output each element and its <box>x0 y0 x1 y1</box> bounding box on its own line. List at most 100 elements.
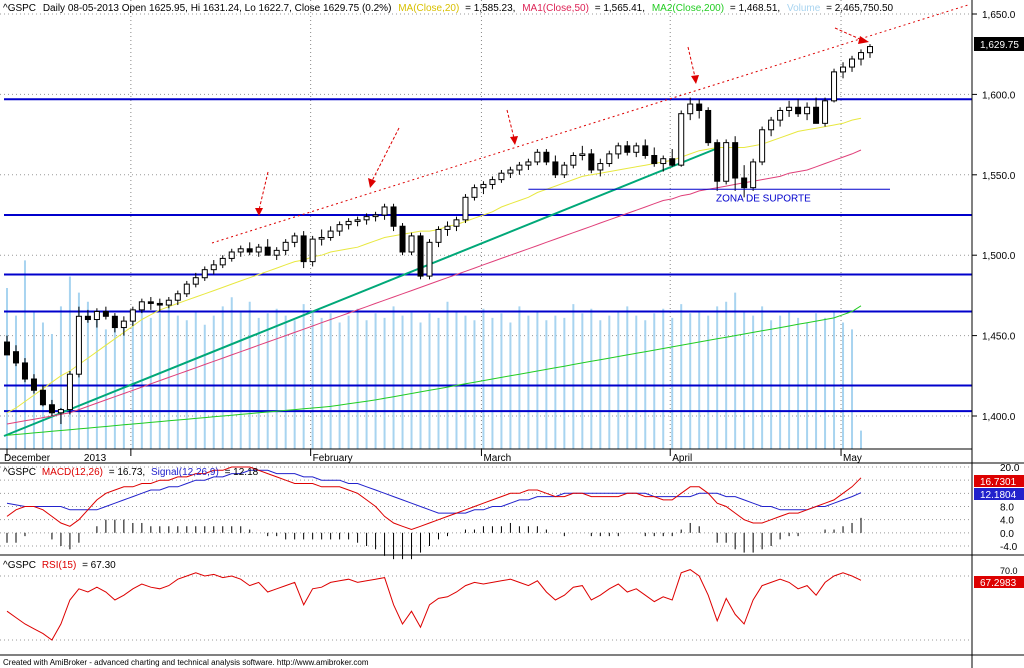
macd-tick-label: 8.0 <box>1000 503 1014 514</box>
macd-tick-label: 20.0 <box>1000 463 1020 474</box>
ma200-line <box>6 305 862 436</box>
candle-body <box>498 172 505 181</box>
arrows <box>255 27 869 216</box>
candle-body <box>39 389 46 406</box>
header-symbol: ^GSPC <box>3 3 36 14</box>
candle-body <box>804 106 811 115</box>
candles <box>4 44 873 425</box>
candle-body <box>417 235 424 277</box>
rsi-tick-label: 70.0 <box>1000 566 1018 576</box>
candle-body <box>381 206 388 216</box>
candle-body <box>687 103 694 115</box>
candle-body <box>48 404 55 414</box>
macd-symbol: ^GSPC <box>3 467 36 478</box>
candle-body <box>777 109 784 121</box>
arrowhead-may <box>858 36 869 44</box>
candle-body <box>120 320 127 329</box>
candle-body <box>156 302 163 306</box>
candle-body <box>291 235 298 243</box>
candle-body <box>264 246 271 256</box>
price-tick-label: 1,650.0 <box>982 10 1016 21</box>
candle-body <box>174 293 181 301</box>
month-label: December <box>4 453 51 464</box>
candle-body <box>624 145 631 153</box>
rsi-badge-text: 67.2983 <box>980 578 1017 589</box>
price-tick-label: 1,550.0 <box>982 171 1016 182</box>
candle-body <box>615 145 622 155</box>
candle-body <box>588 153 595 171</box>
arrowhead-march <box>510 136 518 145</box>
candle-body <box>786 106 793 111</box>
ma200-label: MA2(Close,200) <box>652 3 724 14</box>
candle-body <box>714 142 721 182</box>
rsi-label: RSI(15) <box>42 560 76 571</box>
candle-body <box>606 153 613 165</box>
signal-label: Signal(12,26,9) <box>151 467 219 478</box>
candle-body <box>462 196 469 221</box>
candle-body <box>300 235 307 263</box>
candle-body <box>327 230 334 239</box>
month-label: May <box>843 453 862 464</box>
candle-body <box>246 248 253 253</box>
arrow-april <box>687 46 696 78</box>
candle-body <box>93 310 100 321</box>
macd-tick-label: 0.0 <box>1000 529 1014 540</box>
candle-body <box>669 158 676 166</box>
price-badge <box>974 37 1024 51</box>
candle-body <box>372 214 379 218</box>
candle-body <box>282 241 289 251</box>
candle-body <box>84 315 91 321</box>
volume-value: = 2,465,750.50 <box>826 3 893 14</box>
candle-body <box>516 164 523 171</box>
candle-body <box>147 301 154 304</box>
macd-line <box>6 466 862 531</box>
candle-body <box>399 225 406 253</box>
candle-body <box>228 251 235 259</box>
arrowhead-feb <box>255 208 263 216</box>
candle-body <box>561 164 568 176</box>
candle-body <box>102 310 109 317</box>
candle-body <box>453 219 460 227</box>
candle-body <box>255 246 262 253</box>
candle-body <box>579 153 586 157</box>
candle-body <box>237 248 244 253</box>
month-label: February <box>313 453 353 464</box>
candle-body <box>867 46 873 54</box>
candle-body <box>111 315 118 329</box>
footer-text: Created with AmiBroker - advanced charti… <box>3 658 369 667</box>
trendlines <box>3 4 969 437</box>
candle-body <box>552 161 559 176</box>
month-label: April <box>672 453 692 464</box>
candle-body <box>219 257 226 266</box>
candle-body <box>318 237 325 240</box>
signal-badge-text: 12.1804 <box>980 490 1017 501</box>
header-ohlc: Daily 08-05-2013 Open 1625.95, Hi 1631.2… <box>43 3 392 14</box>
month-gridlines <box>0 0 972 449</box>
candle-body <box>408 235 415 253</box>
candle-body <box>273 249 280 256</box>
candle-body <box>696 103 703 111</box>
candle-body <box>750 161 757 189</box>
candle-body <box>75 315 82 375</box>
candle-body <box>525 161 532 166</box>
candle-body <box>822 100 829 124</box>
candle-body <box>309 238 316 263</box>
ma50-line <box>6 149 862 425</box>
ma20-label: MA(Close,20) <box>398 3 459 14</box>
macd-value: = 16.73, <box>109 467 145 478</box>
candle-body <box>732 142 739 179</box>
price-tick-label: 1,450.0 <box>982 332 1016 343</box>
candle-body <box>597 163 604 171</box>
rsi-panel <box>0 569 972 641</box>
candle-body <box>543 151 550 163</box>
rsi-badge <box>974 576 1024 588</box>
ma50-label: MA1(Close,50) <box>522 3 589 14</box>
macd-axis-ticks: 20.0 8.0 4.0 0.0 -4.0 <box>1000 463 1020 553</box>
horizontal-levels <box>4 98 972 413</box>
signal-line <box>6 469 862 514</box>
macd-badge-text: 16.7301 <box>980 477 1017 488</box>
candle-body <box>165 299 172 306</box>
candle-body <box>183 283 190 295</box>
support-label: ZONA DE SUPORTE <box>716 193 811 204</box>
